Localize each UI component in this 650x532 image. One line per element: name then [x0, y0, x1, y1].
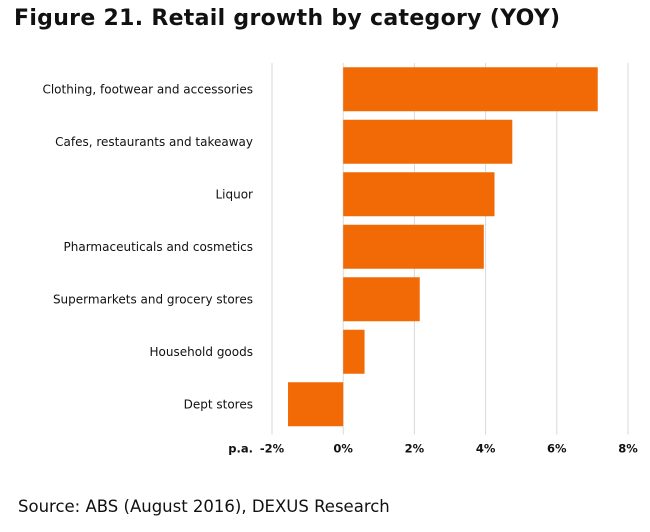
bar — [343, 277, 420, 322]
x-tick-label: 4% — [476, 442, 496, 456]
bar — [343, 172, 495, 217]
x-tick-label: -2% — [260, 442, 285, 456]
x-tick-label: 2% — [405, 442, 425, 456]
category-label: Clothing, footwear and accessories — [42, 82, 253, 96]
bars — [288, 67, 598, 427]
x-tick-label: 6% — [547, 442, 567, 456]
category-label: Supermarkets and grocery stores — [53, 292, 253, 306]
bar — [343, 119, 513, 164]
category-label: Pharmaceuticals and cosmetics — [64, 240, 253, 254]
source-note: Source: ABS (August 2016), DEXUS Researc… — [18, 497, 390, 516]
x-tick-label: 0% — [333, 442, 353, 456]
bar — [343, 329, 365, 374]
x-axis-unit-label: p.a. — [228, 442, 253, 456]
bar — [343, 224, 484, 269]
category-label: Liquor — [215, 187, 253, 201]
bar — [343, 67, 598, 112]
category-label: Household goods — [150, 345, 254, 359]
bar-chart: Clothing, footwear and accessories Cafes,… — [42, 63, 638, 456]
chart-title: Figure 21. Retail growth by category (YO… — [14, 6, 561, 31]
x-tick-label: 8% — [618, 442, 638, 456]
bar — [288, 382, 344, 427]
category-labels: Clothing, footwear and accessories Cafes,… — [42, 82, 253, 411]
x-axis-ticks: -2% 0% 2% 4% 6% 8% p.a. — [228, 442, 638, 456]
category-label: Cafes, restaurants and takeaway — [55, 135, 253, 149]
category-label: Dept stores — [184, 397, 253, 411]
